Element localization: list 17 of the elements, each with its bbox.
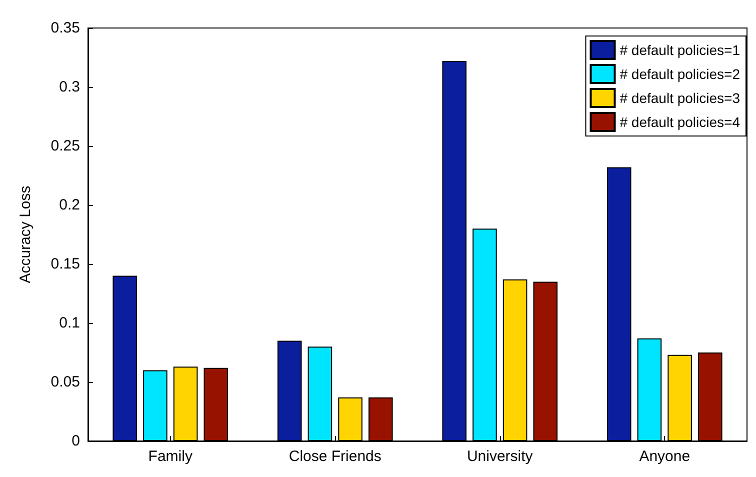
x-tick-label: Close Friends: [288, 448, 382, 465]
legend-label: # default policies=4: [620, 114, 740, 130]
y-tick-label: 0.35: [50, 20, 80, 36]
x-tick-label: Anyone: [639, 448, 690, 465]
legend-label: # default policies=2: [620, 66, 740, 82]
x-tick-label: University: [466, 448, 534, 465]
y-tick-label: 0.05: [50, 374, 80, 390]
legend-label: # default policies=1: [620, 42, 740, 58]
y-tick-label: 0.15: [50, 256, 80, 272]
legend-label: # default policies=3: [620, 90, 740, 106]
y-axis-title: Accuracy Loss: [17, 186, 34, 284]
y-tick-label: 0.2: [59, 196, 80, 214]
y-tick-label: 0.25: [50, 138, 80, 154]
y-tick-label: 0.3: [59, 78, 80, 96]
y-tick-label: 0.1: [59, 314, 80, 332]
y-tick-label: 0: [72, 432, 80, 450]
x-tick-label: Family: [148, 448, 193, 465]
